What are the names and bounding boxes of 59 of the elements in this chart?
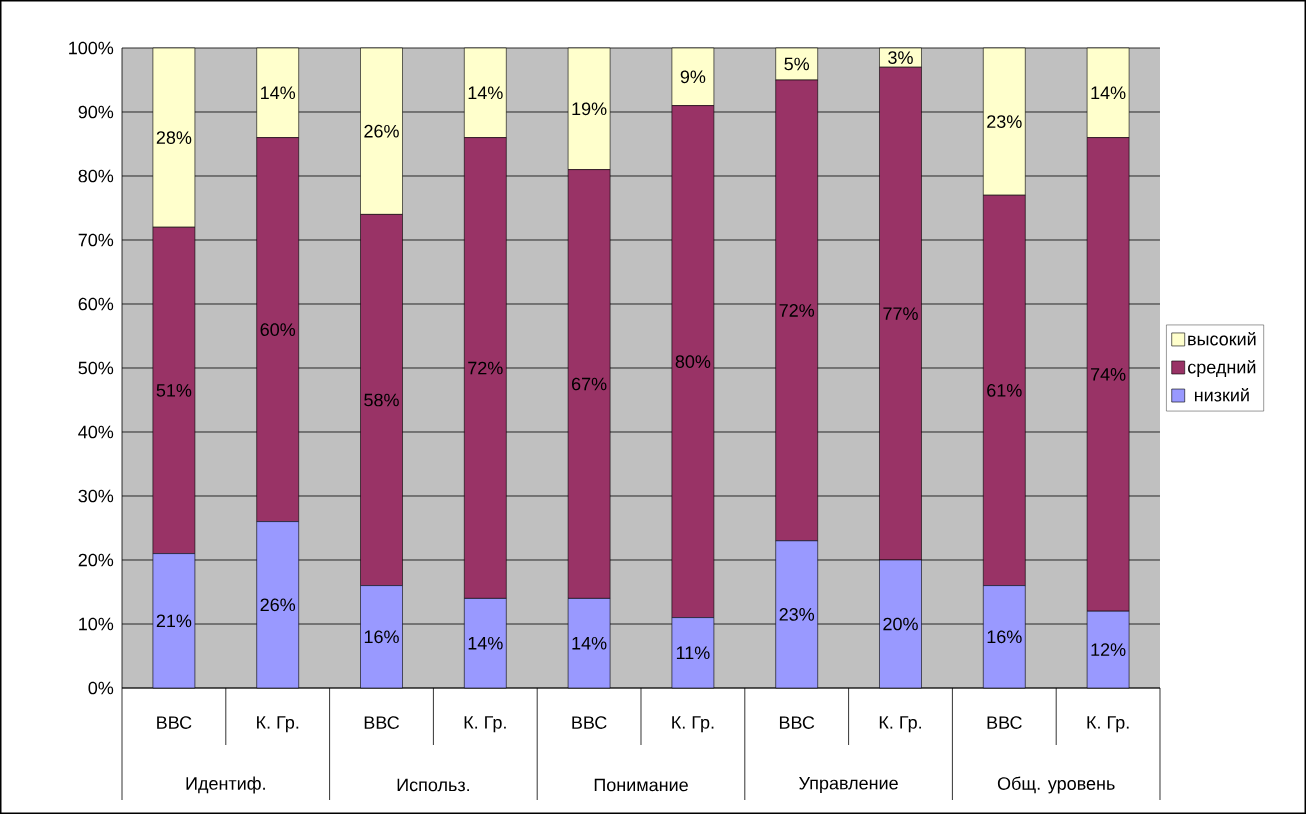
data-label: 72% <box>779 304 815 317</box>
data-label: 14% <box>468 636 503 650</box>
data-label: 58% <box>364 393 399 407</box>
data-label: 72% <box>468 361 503 375</box>
x-tick-label: К. Гр. <box>672 716 714 733</box>
data-label: 74% <box>1091 368 1126 381</box>
data-label: 23% <box>779 608 815 621</box>
data-label: 60% <box>260 323 296 336</box>
x-tick-label: ВВС <box>987 716 1022 729</box>
y-tick-label: 30% <box>78 489 114 503</box>
data-label: 5% <box>784 57 810 71</box>
text: Общ. уровень <box>997 776 1115 794</box>
y-tick-label: 80% <box>78 169 114 183</box>
x-tick-label: К. Гр. <box>1087 716 1129 733</box>
y-tick-label: 10% <box>79 617 114 631</box>
data-label: 14% <box>1091 86 1126 100</box>
data-label: 16% <box>987 630 1022 644</box>
x-tick-label: ВВС <box>779 716 815 729</box>
data-label: 9% <box>680 70 706 84</box>
y-tick-label: 90% <box>78 105 114 119</box>
data-label: 23% <box>987 115 1022 128</box>
text: Идентиф. <box>186 776 265 794</box>
x-tick-label: К. Гр. <box>879 716 921 733</box>
text: Управление <box>799 776 898 794</box>
data-label: 20% <box>883 617 918 631</box>
y-tick-label: 50% <box>78 361 114 375</box>
y-tick-label: 70% <box>78 233 114 247</box>
x-tick-label: ВВС <box>157 716 192 729</box>
data-label: 12% <box>1091 643 1126 656</box>
data-label: 51% <box>156 384 192 397</box>
data-label: 14% <box>468 86 503 100</box>
y-tick-label: 60% <box>78 297 114 311</box>
data-label: 80% <box>675 355 711 368</box>
y-tick-label: 0% <box>88 681 114 695</box>
y-tick-label: 20% <box>78 553 114 567</box>
x-tick-label: К. Гр. <box>257 716 299 733</box>
legend-label: средний <box>1188 359 1256 378</box>
data-label: 67% <box>572 377 607 391</box>
legend-label: высокий <box>1188 331 1256 346</box>
data-label: 16% <box>364 630 399 644</box>
data-label: 61% <box>987 384 1022 397</box>
data-label: 11% <box>676 646 710 660</box>
data-label: 3% <box>888 51 913 64</box>
x-tick-label: ВВС <box>364 716 400 729</box>
data-label: 14% <box>261 86 296 100</box>
data-label: 21% <box>156 614 192 628</box>
data-label: 26% <box>260 598 296 612</box>
y-tick-label: 100% <box>69 41 114 55</box>
data-label: 26% <box>364 124 399 138</box>
data-label: 19% <box>572 102 607 116</box>
data-label: 28% <box>156 131 192 144</box>
legend-label: низкий <box>1194 388 1249 402</box>
text: Использ. <box>397 778 469 792</box>
x-tick-label: К. Гр. <box>464 716 506 733</box>
y-tick-label: 40% <box>78 425 114 439</box>
x-tick-label: ВВС <box>572 716 607 729</box>
text: Понимание <box>594 778 688 792</box>
data-label: 77% <box>883 307 918 320</box>
data-label: 14% <box>572 636 607 650</box>
